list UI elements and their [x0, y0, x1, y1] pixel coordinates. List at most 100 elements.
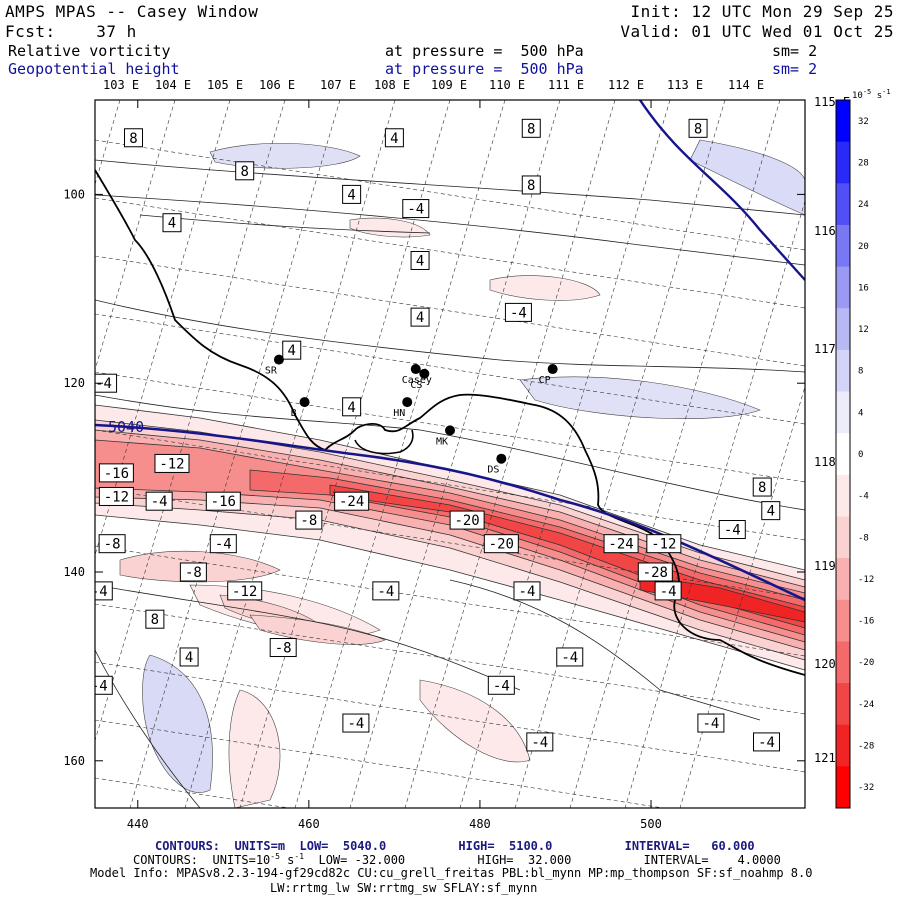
field2-level: at pressure = 500 hPa: [385, 60, 584, 78]
contour-label: 8: [240, 164, 248, 180]
contour-label: -16: [211, 494, 236, 510]
station-label: Casey: [402, 375, 432, 386]
footer-vort-part-c: LOW= -32.000 HIGH= 32.000 INTERVAL= 4.00…: [304, 853, 781, 867]
contour-label: -12: [159, 456, 184, 472]
contour-label: -8: [275, 641, 292, 657]
chart-title: AMPS MPAS -- Casey Window: [5, 2, 259, 21]
lon-label-top: 110 E: [489, 78, 526, 92]
lon-label-top: 104 E: [155, 78, 192, 92]
lon-label-top: 109 E: [431, 78, 468, 92]
lon-label-top: 106 E: [259, 78, 296, 92]
colorbar-swatch: [836, 308, 850, 351]
colorbar-tick-label: 32: [858, 117, 869, 127]
contour-label-box: [342, 397, 362, 417]
contour-label: -4: [95, 376, 112, 392]
station-label: MK: [436, 436, 448, 447]
contour-label-box: [372, 581, 400, 601]
colorbar-swatch: [836, 683, 850, 726]
contour-label-box: [513, 581, 541, 601]
contour-label: -4: [660, 584, 677, 600]
contour-label: 4: [390, 131, 398, 147]
contour-label: 4: [416, 310, 424, 326]
colorbar-swatch: [836, 349, 850, 393]
contour-label-box: [227, 581, 263, 601]
station-label: CS: [410, 380, 422, 391]
colorbar-tick-label: -28: [858, 742, 874, 752]
footer-vorticity-contours: CONTOURS: UNITS=10-5 s-1 LOW= -32.000 HI…: [133, 853, 781, 867]
station-marker: [273, 354, 284, 365]
contour-label: -4: [151, 494, 168, 510]
contour-label-box: [295, 510, 323, 530]
parallel-line: [95, 777, 291, 808]
contour-label: -8: [104, 537, 121, 553]
colorbar-tick-label: -32: [858, 783, 874, 793]
vorticity-contour: [95, 159, 805, 216]
contour-label: -20: [454, 513, 479, 529]
footer-height-contours: CONTOURS: UNITS=m LOW= 5040.0 HIGH= 5100…: [155, 839, 755, 853]
pos-vort-patch: [142, 654, 213, 793]
contour-label-box: [154, 453, 190, 473]
contour-label-box: [342, 184, 362, 204]
colorbar-tick-label: 4: [858, 408, 863, 418]
y-tick-label: 120: [63, 376, 85, 390]
contour-label-box: [269, 638, 297, 658]
x-tick-label: 480: [469, 817, 491, 831]
contour-label-box: [205, 491, 241, 511]
contour-label-box: [342, 713, 370, 733]
unit-exp: -5: [863, 88, 871, 96]
contour-label-box: [483, 534, 519, 554]
pos-vort-patch: [519, 376, 761, 420]
contour-label-box: [688, 118, 708, 138]
y-tick-label: 140: [63, 565, 85, 579]
height-contour-5040: [95, 423, 805, 602]
vorticity-contour: [95, 649, 201, 808]
field1-name: Relative vorticity: [8, 42, 171, 60]
colorbar-unit: 10-5 s-1: [852, 88, 891, 101]
colorbar-swatch: [836, 474, 850, 517]
colorbar-tick-label: -20: [858, 658, 874, 668]
colorbar-swatch: [836, 599, 850, 642]
footer-model-info-2: LW:rrtmg_lw SW:rrtmg_sw SFLAY:sf_mynn: [270, 881, 538, 895]
footer-vort-part-b: s: [279, 853, 295, 867]
station-label: B: [291, 408, 297, 419]
station-marker: [445, 425, 455, 436]
vorticity-contour: [449, 579, 761, 721]
contour-label: 4: [416, 253, 424, 269]
colorbar-swatch: [836, 724, 850, 767]
x-tick-label: 500: [640, 817, 662, 831]
neg-vort-patch: [249, 614, 386, 645]
contour-label: 4: [347, 400, 355, 416]
colorbar-swatch: [836, 141, 850, 184]
parallel-line: [95, 603, 805, 715]
colorbar-tick-label: 12: [858, 325, 869, 335]
station-label: CP: [539, 375, 551, 386]
parallel-line: [95, 197, 805, 309]
colorbar-swatch: [836, 766, 850, 809]
contour-label-box: [209, 534, 237, 554]
contour-label: 8: [694, 121, 702, 137]
colorbar-swatch: [836, 391, 850, 434]
contour-label: -4: [561, 650, 578, 666]
contour-label-box: [123, 128, 143, 148]
contour-label: 4: [168, 216, 176, 232]
lon-label-top: 111 E: [548, 78, 585, 92]
contour-label-box: [487, 675, 515, 695]
station-marker: [496, 453, 507, 464]
station-marker: [410, 364, 421, 375]
contour-label-box: [98, 486, 134, 506]
contour-label: 4: [767, 504, 775, 520]
height-contour-label: 5040: [108, 418, 144, 436]
height-contour-upper: [639, 100, 805, 281]
contour-label-box: [95, 675, 113, 695]
colorbar-tick-label: 16: [858, 283, 869, 293]
contour-label-box: [521, 118, 541, 138]
contour-label: -4: [407, 202, 424, 218]
unit-tail: s: [871, 91, 882, 101]
station-marker: [299, 397, 310, 408]
colorbar-tick-label: 0: [858, 450, 863, 460]
lon-label-top: 105 E: [207, 78, 244, 92]
contour-label: 8: [527, 121, 535, 137]
contour-label-box: [637, 562, 673, 582]
